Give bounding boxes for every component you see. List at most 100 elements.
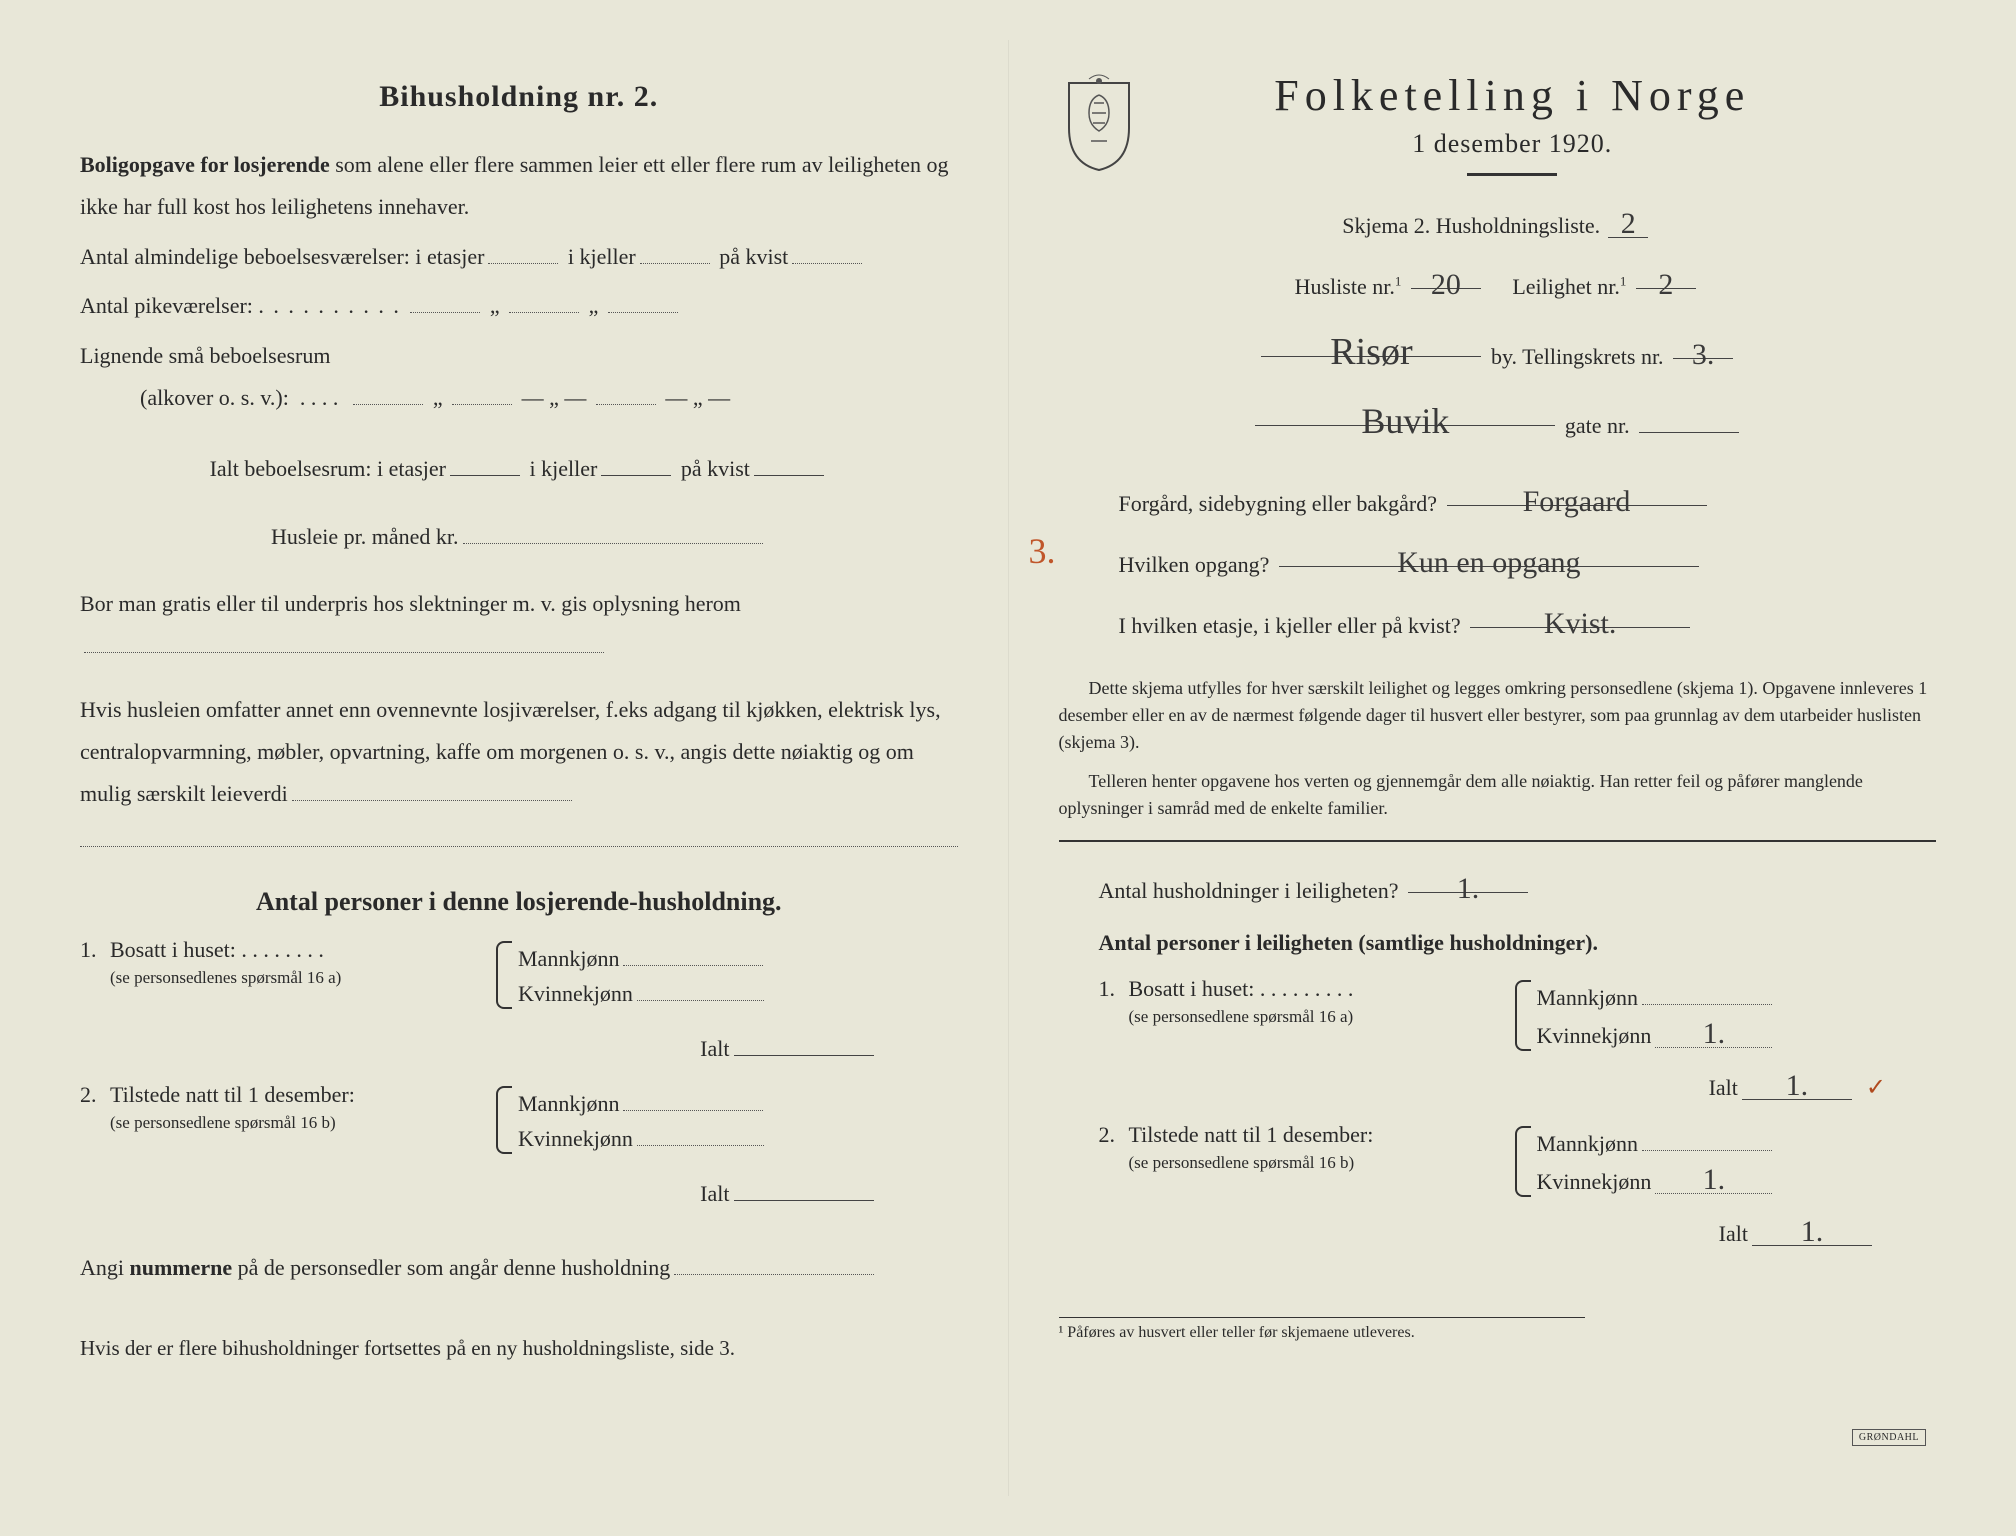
ialt-blank-1[interactable] xyxy=(450,447,520,476)
ialt-blank-l2[interactable] xyxy=(734,1172,874,1201)
ritem1-label-block: Bosatt i huset: . . . . . . . . . (se pe… xyxy=(1129,976,1509,1028)
q2-row: Hvilken opgang? Kun en opgang xyxy=(1119,536,1937,585)
rkvinne-val-2[interactable]: 1. xyxy=(1655,1163,1772,1194)
red-annotation: 3. xyxy=(1029,530,1056,572)
mann-blank-2[interactable] xyxy=(623,1088,763,1111)
rmann-blank-1[interactable] xyxy=(1642,982,1772,1005)
husleie-line: Husleie pr. måned kr. xyxy=(80,516,958,558)
hvis-blank[interactable] xyxy=(292,778,572,801)
husleie-label: Husleie pr. måned kr. xyxy=(271,524,459,549)
rkvinne-row-1: Kvinnekjønn1. xyxy=(1537,1017,1777,1049)
rialt-val-2[interactable]: 1. xyxy=(1752,1215,1872,1246)
pikev-blank-2[interactable] xyxy=(509,290,579,313)
lign-blank-3[interactable] xyxy=(596,382,656,405)
instructions-2: Telleren henter opgavene hos verten og g… xyxy=(1059,768,1937,822)
brace-1: Mannkjønn Kvinnekjønn xyxy=(490,937,768,1013)
persons-title: Antal personer i denne losjerende-hushol… xyxy=(80,887,958,917)
mann-row-2: Mannkjønn xyxy=(518,1088,768,1117)
husleie-blank[interactable] xyxy=(463,521,763,544)
item2-sub: (se personsedlene spørsmål 16 b) xyxy=(110,1113,336,1132)
rnum-2: 2. xyxy=(1099,1122,1129,1148)
intro-bold: Boligopgave for losjerende xyxy=(80,152,330,177)
lign-blank-2[interactable] xyxy=(452,382,512,405)
rooms-label-1: Antal almindelige beboelsesværelser: i e… xyxy=(80,244,484,269)
antal-hush-row: Antal husholdninger i leiligheten? 1. xyxy=(1059,862,1937,911)
antal-hush-val[interactable]: 1. xyxy=(1408,862,1528,893)
q3-row: I hvilken etasje, i kjeller eller på kvi… xyxy=(1119,597,1937,646)
skjema-val[interactable]: 2 xyxy=(1608,207,1648,238)
rkvinne-val-1[interactable]: 1. xyxy=(1655,1017,1772,1048)
ialt-mid: i kjeller xyxy=(530,456,598,481)
rmann-row-1: Mannkjønn xyxy=(1537,982,1777,1011)
rbrace-1: Mannkjønn Kvinnekjønn1. xyxy=(1509,976,1777,1055)
q3-val[interactable]: Kvist. xyxy=(1470,597,1690,628)
ialt-row-1: Ialt xyxy=(80,1027,878,1062)
borman-text: Bor man gratis eller til underpris hos s… xyxy=(80,591,741,616)
ritem1-sub: (se personsedlene spørsmål 16 a) xyxy=(1129,1007,1354,1026)
ialt-blank-l1[interactable] xyxy=(734,1027,874,1056)
kvinne-blank-1[interactable] xyxy=(637,978,764,1001)
left-title: Bihusholdning nr. 2. xyxy=(80,80,958,114)
ditto-5: „ xyxy=(693,385,703,410)
gate-val[interactable]: Buvik xyxy=(1255,389,1555,426)
ditto-3: „ xyxy=(433,385,443,410)
leilighet-val[interactable]: 2 xyxy=(1636,258,1696,289)
kvinne-label-2: Kvinnekjønn xyxy=(518,1126,633,1151)
rbrace-2: Mannkjønn Kvinnekjønn1. xyxy=(1509,1122,1777,1201)
ialt-label-2: Ialt xyxy=(700,1181,729,1206)
check-mark-icon: ✓ xyxy=(1866,1075,1886,1101)
item1-label-block: Bosatt i huset: . . . . . . . . (se pers… xyxy=(110,937,490,989)
skjema-label: Skjema 2. Husholdningsliste. xyxy=(1342,213,1600,238)
mann-blank-1[interactable] xyxy=(623,943,763,966)
borman-blank[interactable] xyxy=(84,630,604,653)
mann-label-1: Mannkjønn xyxy=(518,946,619,971)
gate-nr-blank[interactable] xyxy=(1639,404,1739,433)
by-val[interactable]: Risør xyxy=(1261,318,1481,357)
pikev-blank-1[interactable] xyxy=(410,290,480,313)
husliste-val[interactable]: 20 xyxy=(1411,258,1481,289)
kvinne-blank-2[interactable] xyxy=(637,1123,764,1146)
left-item-1: 1. Bosatt i huset: . . . . . . . . (se p… xyxy=(80,937,958,1013)
ialt-rooms-label: Ialt beboelsesrum: i etasjer xyxy=(210,456,446,481)
ritem2-label-block: Tilstede natt til 1 desember: (se person… xyxy=(1129,1122,1509,1174)
by-label: by. Tellingskrets nr. xyxy=(1491,344,1664,369)
main-title: Folketelling i Norge xyxy=(1089,70,1937,121)
rooms-blank-2[interactable] xyxy=(640,241,710,264)
rooms-label-2: i kjeller xyxy=(568,244,636,269)
q1-val[interactable]: Forgaard xyxy=(1447,475,1707,506)
kvinne-row-1: Kvinnekjønn xyxy=(518,978,768,1007)
num-1: 1. xyxy=(80,937,110,963)
brace-2: Mannkjønn Kvinnekjønn xyxy=(490,1082,768,1158)
kvinne-label-1: Kvinnekjønn xyxy=(518,981,633,1006)
lign-blank-1[interactable] xyxy=(353,382,423,405)
gate-line: Buvik gate nr. xyxy=(1059,389,1937,446)
rkvinne-label-1: Kvinnekjønn xyxy=(1537,1023,1652,1048)
ialt-blank-3[interactable] xyxy=(754,447,824,476)
pikev-blank-3[interactable] xyxy=(608,290,678,313)
right-page: Folketelling i Norge 1 desember 1920. Sk… xyxy=(1009,40,1987,1496)
ialt-blank-2[interactable] xyxy=(601,447,671,476)
angi-blank[interactable] xyxy=(674,1252,874,1275)
ditto-1: „ xyxy=(490,293,500,318)
title-rule xyxy=(1467,173,1557,176)
rialt-val-1[interactable]: 1. xyxy=(1742,1069,1852,1100)
angi-line: Angi nummerne på de personsedler som ang… xyxy=(80,1247,958,1289)
rmann-label-1: Mannkjønn xyxy=(1537,985,1638,1010)
rmann-blank-2[interactable] xyxy=(1642,1128,1772,1151)
instructions-1: Dette skjema utfylles for hver særskilt … xyxy=(1059,675,1937,756)
ditto-4: „ xyxy=(549,385,559,410)
q2-val[interactable]: Kun en opgang xyxy=(1279,536,1699,567)
left-page: Bihusholdning nr. 2. Boligopgave for los… xyxy=(30,40,1009,1496)
lign-line1: Lignende små beboelsesrum xyxy=(80,335,958,377)
rooms-blank-3[interactable] xyxy=(792,241,862,264)
krets-val[interactable]: 3. xyxy=(1673,328,1733,359)
ritem1-label: Bosatt i huset: xyxy=(1129,976,1255,1001)
left-item-2: 2. Tilstede natt til 1 desember: (se per… xyxy=(80,1082,958,1158)
kvinne-row-2: Kvinnekjønn xyxy=(518,1123,768,1152)
rooms-blank-1[interactable] xyxy=(488,241,558,264)
right-header: Folketelling i Norge 1 desember 1920. xyxy=(1059,70,1937,176)
hvis-line: Hvis husleien omfatter annet enn ovennev… xyxy=(80,689,958,814)
hvis-extra-line[interactable] xyxy=(80,822,958,847)
rooms-line: Antal almindelige beboelsesværelser: i e… xyxy=(80,236,958,278)
rmann-label-2: Mannkjønn xyxy=(1537,1131,1638,1156)
